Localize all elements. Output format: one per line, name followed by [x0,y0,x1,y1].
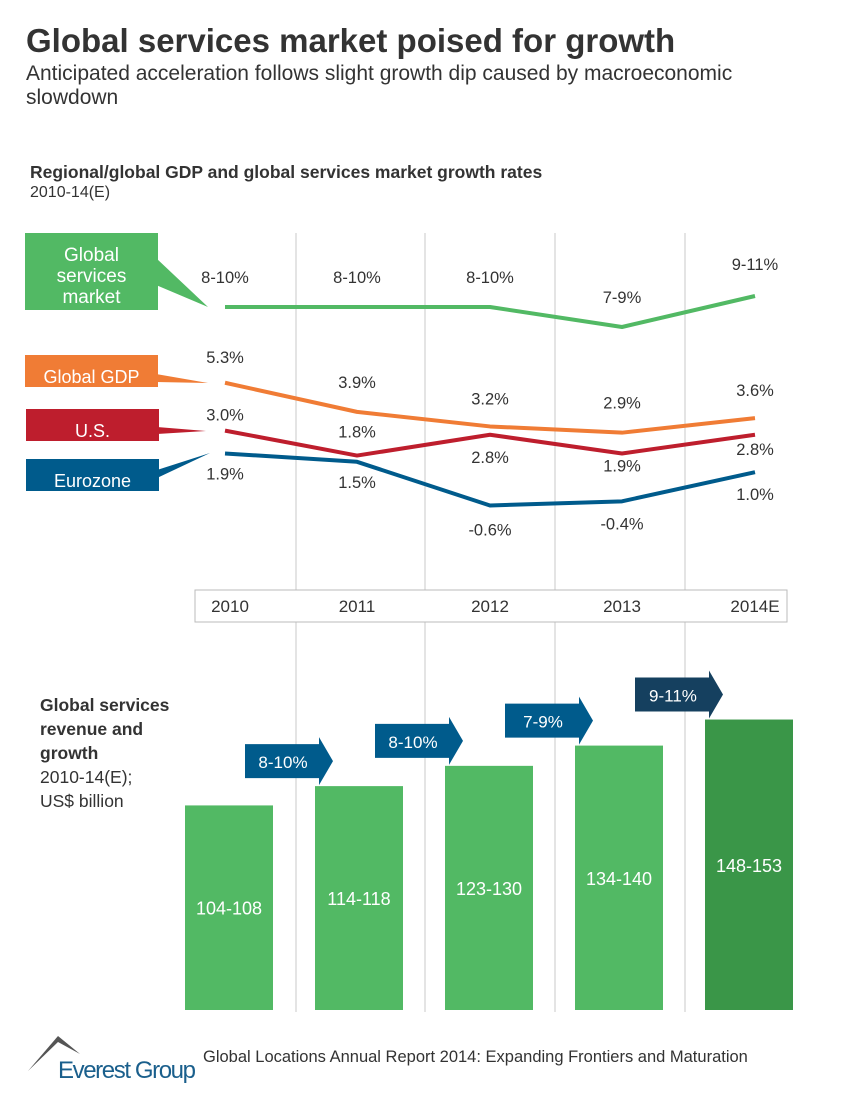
data-label: -0.6% [468,521,511,539]
data-label: 2.9% [603,395,641,413]
growth-arrow [375,716,463,765]
bar-label: 104-108 [196,899,262,919]
data-label: 9-11% [732,256,779,274]
data-label: 8-10% [201,269,249,287]
category-axis-box [194,589,788,623]
bar-chart-subtitle: 2010-14(E); US$ billion [40,767,133,811]
data-label: 3.2% [471,390,509,408]
bar-chart-title: Global services revenue and growth 2010-… [40,693,170,813]
bar-chart-title-text: Global services revenue and growth [40,695,170,763]
bar [185,805,273,1010]
logo-text: Everest Group [58,1057,196,1084]
bar [705,719,793,1010]
bar-label: 148-153 [716,856,782,876]
growth-label: 9-11% [649,687,697,706]
data-label: 8-10% [333,269,381,287]
line-chart-title: Regional/global GDP and global services … [30,162,543,182]
bar [315,786,403,1010]
category-label: 2011 [339,597,376,616]
bar-label: 123-130 [456,879,522,899]
data-label: 3.9% [338,374,376,392]
data-label: 2.8% [471,449,509,467]
data-label: 1.0% [736,486,774,504]
footer-source: Global Locations Annual Report 2014: Exp… [203,1048,748,1066]
legend-label-part: Global [64,245,119,266]
series-line [225,294,756,329]
legend-box [26,409,159,441]
data-label: 8-10% [466,269,514,287]
legend-pointer [157,427,206,434]
line-chart-subtitle: 2010-14(E) [30,184,111,201]
legend-box [25,233,158,310]
data-label: 5.3% [206,349,244,367]
page-subtitle: Anticipated acceleration follows slight … [26,62,733,109]
data-label: 1.5% [338,474,376,492]
legend-label-part: market [62,287,121,308]
data-label: 1.9% [603,457,641,475]
data-label: 1.8% [338,424,376,442]
data-label: 3.0% [206,407,244,425]
legend-label: Eurozone [54,471,131,491]
category-label: 2013 [603,597,641,616]
data-label: -0.4% [600,515,643,533]
legend-box [25,355,158,387]
legend-box [26,459,159,491]
growth-arrow [635,670,723,719]
bar [575,745,663,1010]
mountain-icon [28,1036,80,1071]
everest-group-logo: Everest Group [28,1036,196,1084]
legend-label-part: services [57,266,127,287]
legend-pointer [156,258,208,307]
bar-label: 114-118 [327,889,390,909]
data-label: 2.8% [736,441,774,459]
legend-label: U.S. [75,421,110,441]
legend-pointer [157,453,210,478]
series-line [224,380,756,435]
series-line [224,428,756,458]
growth-label: 8-10% [258,753,307,772]
growth-arrow [245,737,333,786]
legend-pointer [156,374,208,383]
series-line [224,451,756,508]
legend-label: Global GDP [43,367,139,387]
category-label: 2014E [730,597,779,616]
bar [445,765,533,1010]
data-label: 1.9% [206,465,244,483]
bar-label: 134-140 [586,869,652,889]
growth-arrow [505,696,593,745]
category-label: 2012 [471,597,509,616]
category-label: 2010 [211,597,249,616]
growth-label: 8-10% [388,733,437,752]
page-title: Global services market poised for growth [26,22,676,59]
data-label: 7-9% [603,289,642,307]
growth-label: 7-9% [523,713,563,732]
data-label: 3.6% [736,382,774,400]
